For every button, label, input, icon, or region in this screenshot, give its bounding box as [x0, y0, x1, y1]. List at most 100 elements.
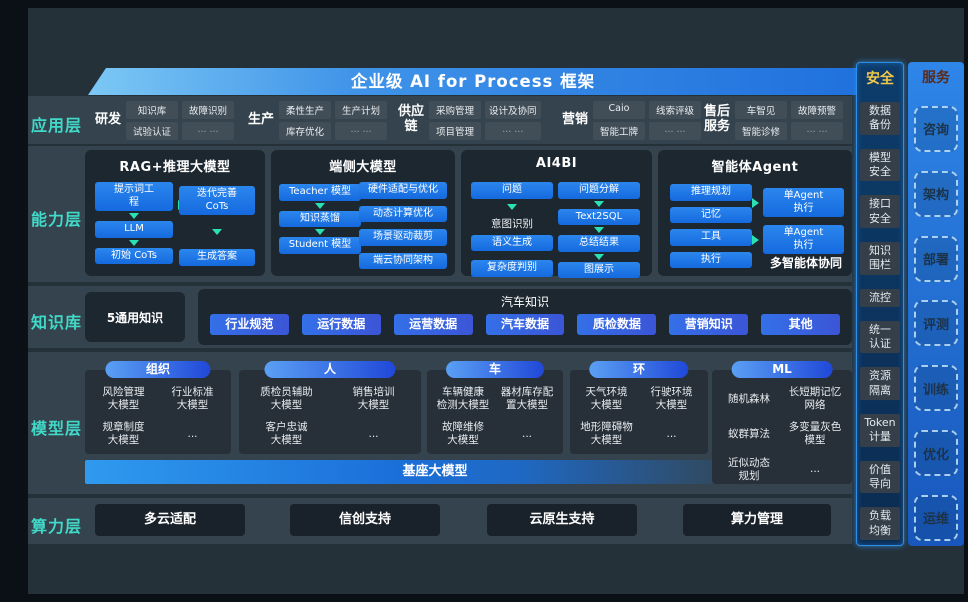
service-item: 运维	[914, 494, 958, 541]
node-initial-cots: 初始 CoTs	[95, 247, 173, 264]
model-group-person: 人 质检员辅助 大模型 销售培训 大模型 客户忠诚 大模型 ...	[239, 361, 421, 454]
knowledge-chip: 其他	[761, 314, 841, 335]
model-group-organization: 组织 风险管理 大模型 行业标准 大模型 规章制度 大模型 ...	[85, 361, 231, 454]
group-label: 研发	[95, 111, 122, 127]
app-chip: 库存优化	[279, 121, 332, 140]
layer-label-capability: 能力层	[31, 210, 83, 229]
capability-box-edge: 端侧大模型 Teacher 模型 知识蒸馏 Student 模型 硬件适配与优化…	[271, 150, 455, 276]
layer-label-model: 模型层	[31, 419, 83, 438]
node-memory: 记忆	[670, 206, 752, 223]
node-question-decompose: 问题分解	[558, 182, 640, 199]
model-item: 质检员辅助 大模型	[260, 386, 313, 412]
node-scene-pruning: 场景驱动裁剪	[359, 229, 447, 246]
general-knowledge-box: 5通用知识	[85, 292, 185, 342]
node-text2sql: Text2SQL	[558, 208, 640, 225]
app-group-aftersales: 售后 服务 车智见 故障预警 智能诊修 ... ...	[704, 99, 844, 141]
node-iterate-cots: 迭代完善 CoTs	[179, 186, 255, 215]
auto-knowledge-box: 汽车知识 行业规范 运行数据 运营数据 汽车数据 质检数据 营销知识 其他	[198, 289, 852, 345]
node-edge-cloud: 端云协同架构	[359, 252, 447, 269]
service-item: 训练	[914, 365, 958, 412]
node-question: 问题	[471, 182, 553, 199]
node-semantic-generation: 语义生成	[471, 234, 553, 251]
security-item: 统一 认证	[860, 320, 900, 354]
app-group-production: 生产 柔性生产 生产计划 库存优化 ... ...	[248, 99, 388, 141]
knowledge-chip: 营销知识	[669, 314, 749, 335]
arrow-down-icon	[129, 213, 139, 219]
group-pill: 人	[264, 361, 396, 378]
security-item: 流控	[860, 288, 900, 307]
arrow-down-icon	[507, 203, 517, 210]
model-item: 地形障碍物 大模型	[580, 421, 633, 447]
node-dynamic-compute: 动态计算优化	[359, 205, 447, 222]
arrow-right-icon	[752, 197, 759, 208]
arrow-down-icon	[212, 229, 222, 235]
group-label: 售后 服务	[704, 104, 731, 134]
app-chip: ... ...	[335, 121, 388, 140]
app-chip: 试验认证	[126, 121, 179, 140]
services-column: 服务 咨询 架构 部署 评测 训练 优化 运维	[908, 62, 964, 546]
knowledge-chip: 运营数据	[393, 314, 473, 335]
arrow-down-icon	[315, 202, 325, 209]
app-chip: 智能诊修	[735, 121, 788, 140]
model-item: ...	[666, 427, 677, 440]
group-pill: 环	[589, 361, 689, 378]
node-complexity: 复杂度判别	[471, 260, 553, 277]
security-item: Token 计量	[860, 414, 900, 447]
app-chip: 项目管理	[429, 121, 482, 140]
app-chip: 智能工牌	[593, 121, 646, 140]
node-summarize: 总结结果	[558, 235, 640, 252]
model-item: 器材库存配 置大模型	[500, 386, 554, 412]
node-hardware-opt: 硬件适配与优化	[359, 182, 447, 199]
model-item: ...	[368, 427, 379, 440]
app-chip: 故障识别	[182, 100, 235, 119]
model-item: 车辆健康 检测大模型	[436, 386, 490, 412]
capability-box-agent: 智能体Agent 推理规划 记忆 工具 执行 单Agent 执行 单Agent …	[658, 150, 852, 276]
compute-box-multicloud: 多云适配	[95, 504, 245, 536]
app-group-supplychain: 供应 链 采购管理 设计及协同 项目管理 ... ...	[398, 99, 541, 141]
group-pill: 组织	[105, 361, 211, 378]
group-label: 供应 链	[398, 104, 425, 134]
arrow-right-icon	[752, 234, 759, 245]
app-chip: 生产计划	[335, 100, 388, 119]
service-item: 部署	[914, 235, 958, 282]
base-model-banner: 基座大模型	[85, 460, 785, 484]
box-title: 汽车知识	[500, 295, 549, 309]
arrow-down-icon	[594, 227, 604, 233]
node-single-agent-1: 单Agent 执行	[763, 188, 844, 217]
node-single-agent-2: 单Agent 执行	[763, 225, 844, 254]
model-group-environment: 环 天气环境 大模型 行驶环境 大模型 地形障碍物 大模型 ...	[570, 361, 708, 454]
box-title: AI4BI	[535, 156, 578, 171]
security-item: 模型 安全	[860, 148, 900, 182]
box-title: RAG+推理大模型	[119, 160, 231, 175]
box-title: 智能体Agent	[711, 160, 799, 175]
arrow-down-icon	[315, 229, 325, 235]
app-chip: 采购管理	[429, 100, 482, 119]
app-chip: 设计及协同	[485, 100, 541, 119]
services-title: 服务	[922, 70, 950, 86]
node-student-model: Student 模型	[279, 237, 361, 254]
group-pill: ML	[731, 361, 833, 378]
knowledge-chip: 运行数据	[301, 314, 381, 335]
app-chip: 线索评级	[649, 100, 702, 119]
security-item: 知识 围栏	[860, 241, 900, 275]
security-item: 数据 备份	[860, 102, 900, 135]
capability-box-ai4bi: AI4BI 问题 意图识别 语义生成 复杂度判别 问题分解 Text2SQL 总…	[461, 150, 652, 278]
group-pill: 车	[446, 361, 544, 378]
model-item: 蚁群算法	[728, 427, 770, 440]
service-item: 咨询	[914, 105, 958, 152]
security-item: 负载 均衡	[860, 507, 900, 540]
arrow-down-icon	[129, 239, 139, 246]
model-item: 客户忠诚 大模型	[265, 421, 308, 447]
capability-box-rag: RAG+推理大模型 提示词工 程 LLM 初始 CoTs 迭代完善 CoTs 生…	[85, 150, 265, 276]
service-item: 架构	[914, 170, 958, 217]
group-label: 营销	[562, 111, 589, 127]
compute-box-management: 算力管理	[683, 504, 831, 536]
group-label: 生产	[248, 111, 275, 127]
node-execution: 执行	[670, 251, 752, 268]
model-item: 天气环境 大模型	[585, 386, 628, 412]
security-title: 安全	[866, 71, 894, 87]
node-prompt-engineering: 提示词工 程	[95, 182, 173, 211]
security-item: 资源 隔离	[860, 367, 900, 401]
node-generate-answer: 生成答案	[179, 249, 255, 266]
page-title: 企业级 AI for Process 框架	[350, 72, 596, 91]
